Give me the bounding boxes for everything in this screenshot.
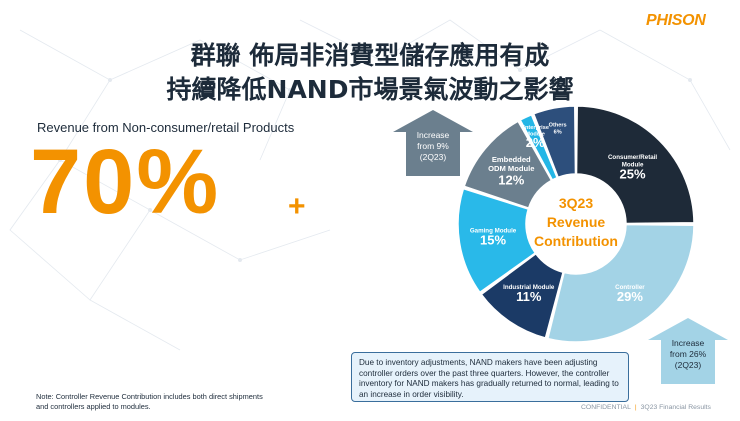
donut-slices bbox=[457, 105, 695, 343]
slice-value-consumer-retail-module: 25% bbox=[620, 167, 646, 182]
increase-arrow-text-controller-1: from 26% bbox=[670, 349, 707, 359]
headline-suffix: + bbox=[288, 190, 306, 223]
slice-value-embedded-odm-module: 12% bbox=[498, 173, 524, 188]
slice-label-gaming-module-0: Gaming Module bbox=[470, 228, 517, 235]
slice-label-industrial-module-0: Industrial Module bbox=[503, 284, 555, 291]
slice-value-controller: 29% bbox=[617, 289, 643, 304]
slice-label-enterprise-module-0: Enterprise bbox=[521, 125, 549, 131]
controller-callout: Due to inventory adjustments, NAND maker… bbox=[351, 352, 629, 402]
title-line-2: 持續降低NAND市場景氣波動之影響 bbox=[166, 75, 574, 104]
slice-value-industrial-module: 11% bbox=[516, 289, 542, 304]
slice-label-consumer-retail-module-0: Consumer/Retail bbox=[608, 154, 657, 161]
footnote: Note: Controller Revenue Contribution in… bbox=[36, 392, 263, 411]
title-line-1: 群聯 佈局非消費型儲存應用有成 bbox=[190, 41, 550, 70]
increase-arrow-text-embedded-odm-module-1: from 9% bbox=[417, 141, 449, 151]
center-label-2: Contribution bbox=[534, 233, 618, 249]
footer: CONFIDENTIAL | 3Q23 Financial Results bbox=[581, 404, 711, 411]
headline-label: Revenue from Non-consumer/retail Product… bbox=[37, 120, 295, 135]
slice-value-gaming-module: 15% bbox=[480, 233, 506, 248]
phison-logo: PHISON bbox=[646, 12, 706, 29]
footer-report-name: 3Q23 Financial Results bbox=[640, 404, 711, 411]
slice-label-embedded-odm-module-1: ODM Module bbox=[488, 164, 534, 173]
center-label-0: 3Q23 bbox=[559, 195, 593, 211]
increase-arrow-text-controller-2: (2Q23) bbox=[675, 360, 702, 370]
slice-label-controller-0: Controller bbox=[615, 284, 645, 291]
increase-arrow-text-controller-0: Increase bbox=[672, 338, 705, 348]
slice-gaming-module bbox=[457, 187, 537, 294]
headline-value: 70% bbox=[30, 131, 221, 233]
slice-label-embedded-odm-module-0: Embedded bbox=[492, 155, 531, 164]
slice-label-enterprise-module-1: Module bbox=[525, 132, 545, 138]
center-label-1: Revenue bbox=[547, 214, 606, 230]
increase-arrow-text-embedded-odm-module-2: (2Q23) bbox=[420, 152, 447, 162]
slice-enterprise-module bbox=[519, 113, 559, 181]
slice-others bbox=[532, 105, 577, 179]
slice-controller bbox=[546, 223, 695, 343]
slice-label-others-0: Others bbox=[549, 123, 567, 129]
slice-consumer-retail-module bbox=[575, 105, 695, 225]
slice-industrial-module bbox=[480, 252, 564, 339]
increase-arrow-text-embedded-odm-module-0: Increase bbox=[417, 130, 450, 140]
increase-arrow-embedded-odm-module bbox=[393, 110, 473, 176]
slice-embedded-odm-module bbox=[463, 120, 553, 210]
slice-label-others-1: 6% bbox=[554, 129, 562, 135]
footer-confidential: CONFIDENTIAL bbox=[581, 404, 631, 411]
slice-value-enterprise-module: 2% bbox=[526, 135, 545, 150]
increase-arrow-controller bbox=[648, 318, 728, 384]
slice-label-consumer-retail-module-1: Module bbox=[622, 162, 644, 169]
footer-separator: | bbox=[634, 404, 637, 411]
